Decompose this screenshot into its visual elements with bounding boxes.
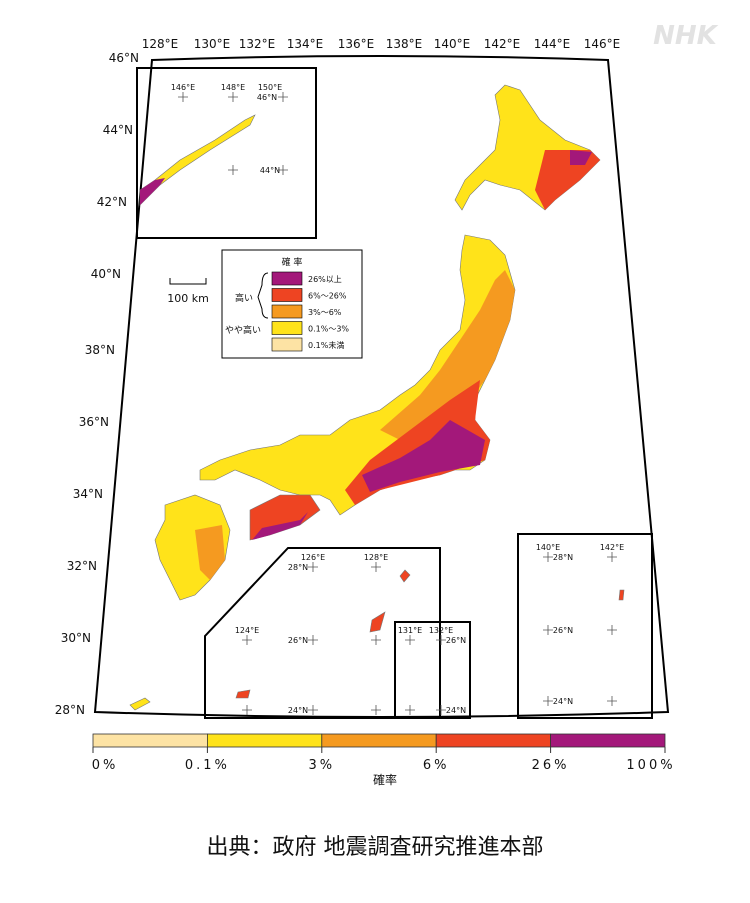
graticule-cross [607,696,617,706]
inset-label: 28°N [288,563,308,572]
graticule-cross [405,705,415,715]
graticule-cross [543,696,553,706]
legend-title: 確 率 [282,256,303,268]
colorbar-label: 0% [92,758,119,773]
lon-label: 146°E [584,37,621,51]
lon-label: 136°E [338,37,375,51]
lat-label: 40°N [91,267,121,281]
graticule-cross [228,92,238,102]
graticule-cross [278,92,288,102]
legend-label: 3%〜6% [308,308,342,317]
inset-label: 26°N [553,626,573,635]
graticule-cross [371,562,381,572]
lon-label: 138°E [386,37,423,51]
lon-label: 132°E [239,37,276,51]
lat-label: 30°N [61,631,91,645]
lat-label: 46°N [109,51,139,65]
colorbar-segment [321,733,437,748]
colorbar-label: 100% [626,758,675,773]
inset-label: 124°E [235,626,259,635]
graticule-cross [607,552,617,562]
scale-label: 100 km [167,292,209,305]
lat-label: 38°N [85,343,115,357]
graticule-cross [371,705,381,715]
lat-label: 36°N [79,415,109,429]
colorbar-label: 6% [423,758,450,773]
colorbar-segment [550,733,666,748]
lon-label: 128°E [142,37,179,51]
legend-label: 0.1%〜3% [308,325,349,334]
colorbar-segment [92,733,208,748]
graticule-cross [405,635,415,645]
inset-label: 24°N [288,706,308,715]
inset-label: 44°N [260,166,280,175]
legend-swatch [271,337,303,352]
legend-swatch [271,304,303,319]
graticule-cross [308,635,318,645]
graticule-cross [371,635,381,645]
colorbar-label: 0.1% [185,758,230,773]
graticule-cross [228,165,238,175]
inset-label: 131°E [398,626,422,635]
graticule-cross [543,625,553,635]
land [129,84,625,711]
caption: 出典：政府 地震調査研究推進本部 [207,835,544,860]
colorbar-label: 26% [532,758,570,773]
colorbar-segment [206,733,323,748]
lon-label: 144°E [534,37,571,51]
colorbar-label: 3% [308,758,335,773]
legend-swatch [271,271,303,286]
legend-label: 26%以上 [308,275,342,284]
inset-label: 28°N [553,553,573,562]
scale-bar [169,278,207,285]
inset-label: 24°N [553,697,573,706]
legend-label: 6%〜26% [308,292,347,301]
lat-label: 28°N [55,703,85,717]
graticule-cross [278,165,288,175]
inset-label: 146°E [171,83,195,92]
inset-label: 150°E [258,83,282,92]
lon-label: 134°E [287,37,324,51]
logo: NHK [653,21,719,51]
inset-label: 24°N [446,706,466,715]
inset-label: 128°E [364,553,388,562]
lon-label: 142°E [484,37,521,51]
inset-label: 148°E [221,83,245,92]
lat-label: 34°N [73,487,103,501]
lat-label: 32°N [67,559,97,573]
lon-label: 130°E [194,37,231,51]
inset-label: 46°N [257,93,277,102]
graticule-cross [436,705,446,715]
legend-group: 高い [235,292,253,304]
legend-brace [257,272,269,319]
legend-group: やや高い [225,324,261,336]
legend-swatch [271,321,303,335]
graticule-cross [178,92,188,102]
inset-label: 132°E [429,626,453,635]
inset-label: 26°N [446,636,466,645]
graticule-cross [242,635,252,645]
lat-label: 44°N [103,123,133,137]
legend-label: 0.1%未満 [308,340,344,350]
legend-swatch [271,288,303,302]
graticule-cross [436,635,446,645]
inset-label: 142°E [600,543,624,552]
graticule-cross [308,562,318,572]
lon-label: 140°E [434,37,471,51]
graticule-cross [242,705,252,715]
graticule-cross [543,552,553,562]
map-frame [93,55,670,718]
inset-label: 140°E [536,543,560,552]
inset-label: 126°E [301,553,325,562]
colorbar-title: 確率 [373,772,397,787]
lat-label: 42°N [97,195,127,209]
colorbar-segment [435,733,552,748]
graticule-cross [607,625,617,635]
inset-label: 26°N [288,636,308,645]
inset-frames [136,67,653,719]
graticule-cross [308,705,318,715]
